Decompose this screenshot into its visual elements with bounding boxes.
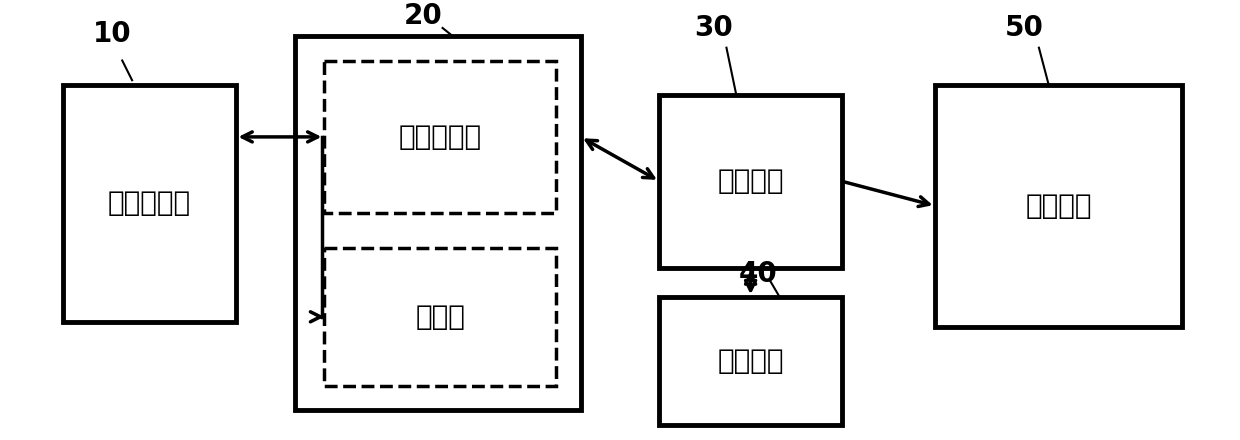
Text: 接收器: 接收器	[415, 303, 465, 331]
Bar	[660, 297, 842, 425]
Text: 50: 50	[1004, 14, 1044, 42]
Text: 40: 40	[739, 260, 777, 288]
Bar	[660, 95, 842, 268]
Text: 处理单元: 处理单元	[718, 167, 784, 195]
Text: 30: 30	[694, 14, 733, 42]
Bar	[325, 61, 556, 213]
Text: 换能器组件: 换能器组件	[108, 190, 191, 217]
Bar	[63, 85, 236, 322]
Bar	[325, 248, 556, 386]
Text: 脉冲发生器: 脉冲发生器	[398, 123, 481, 151]
Bar	[295, 36, 580, 411]
Bar	[935, 85, 1182, 326]
Text: 10: 10	[93, 20, 131, 48]
Text: 存储单元: 存储单元	[718, 347, 784, 375]
Text: 显示单元: 显示单元	[1025, 192, 1092, 220]
Text: 20: 20	[403, 2, 443, 30]
